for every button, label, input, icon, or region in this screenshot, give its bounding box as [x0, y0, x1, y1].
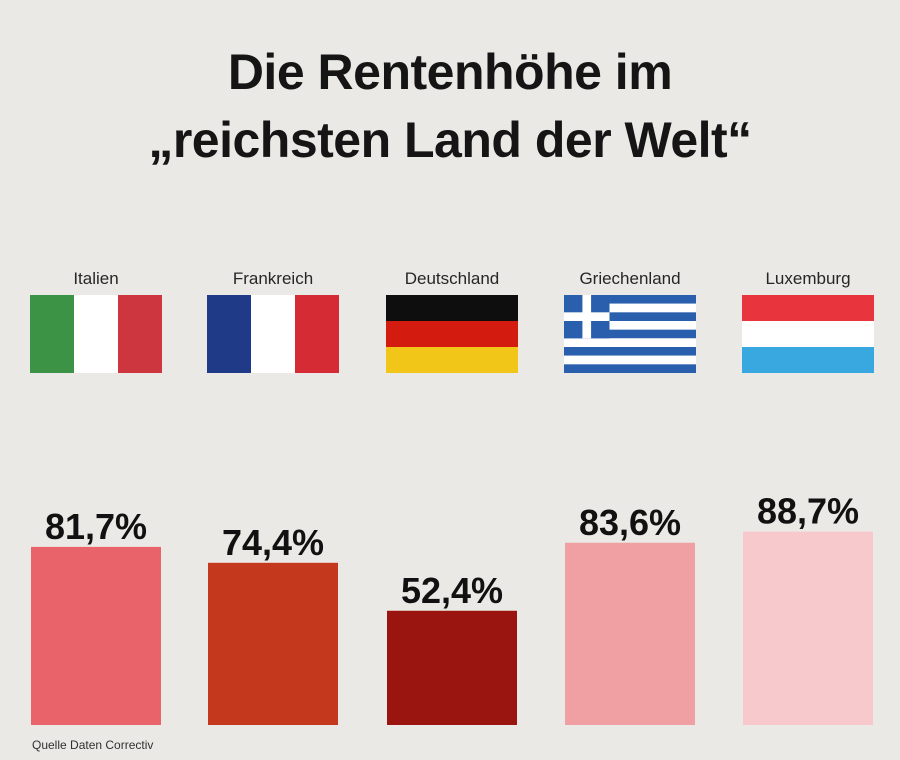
country-label: Deutschland: [405, 269, 500, 288]
data-label: 74,4%: [222, 522, 324, 563]
title-line-2: „reichsten Land der Welt“: [148, 112, 752, 168]
bar-griechenland: [565, 542, 695, 725]
country-label: Griechenland: [579, 269, 680, 288]
data-label: 83,6%: [579, 502, 681, 543]
title-line-1: Die Rentenhöhe im: [227, 44, 673, 100]
flag-luxembourg-icon: [742, 295, 874, 373]
flag-france-icon: [207, 295, 339, 373]
bar-deutschland: [387, 610, 517, 725]
data-label: 81,7%: [45, 506, 147, 547]
data-label: 52,4%: [401, 570, 503, 611]
chart-title: Die Rentenhöhe im „reichsten Land der We…: [0, 38, 900, 174]
source-note: Quelle Daten Correctiv: [32, 738, 154, 752]
bar-italien: [31, 546, 161, 725]
country-label: Luxemburg: [765, 269, 850, 288]
bar-frankreich: [208, 562, 338, 725]
bar-luxemburg: [743, 531, 873, 725]
country-label: Frankreich: [233, 269, 313, 288]
data-label: 88,7%: [757, 491, 859, 532]
flag-italy-icon: [30, 295, 162, 373]
flag-greece-icon: [564, 295, 696, 373]
flag-germany-icon: [386, 295, 518, 373]
country-label: Italien: [73, 269, 118, 288]
